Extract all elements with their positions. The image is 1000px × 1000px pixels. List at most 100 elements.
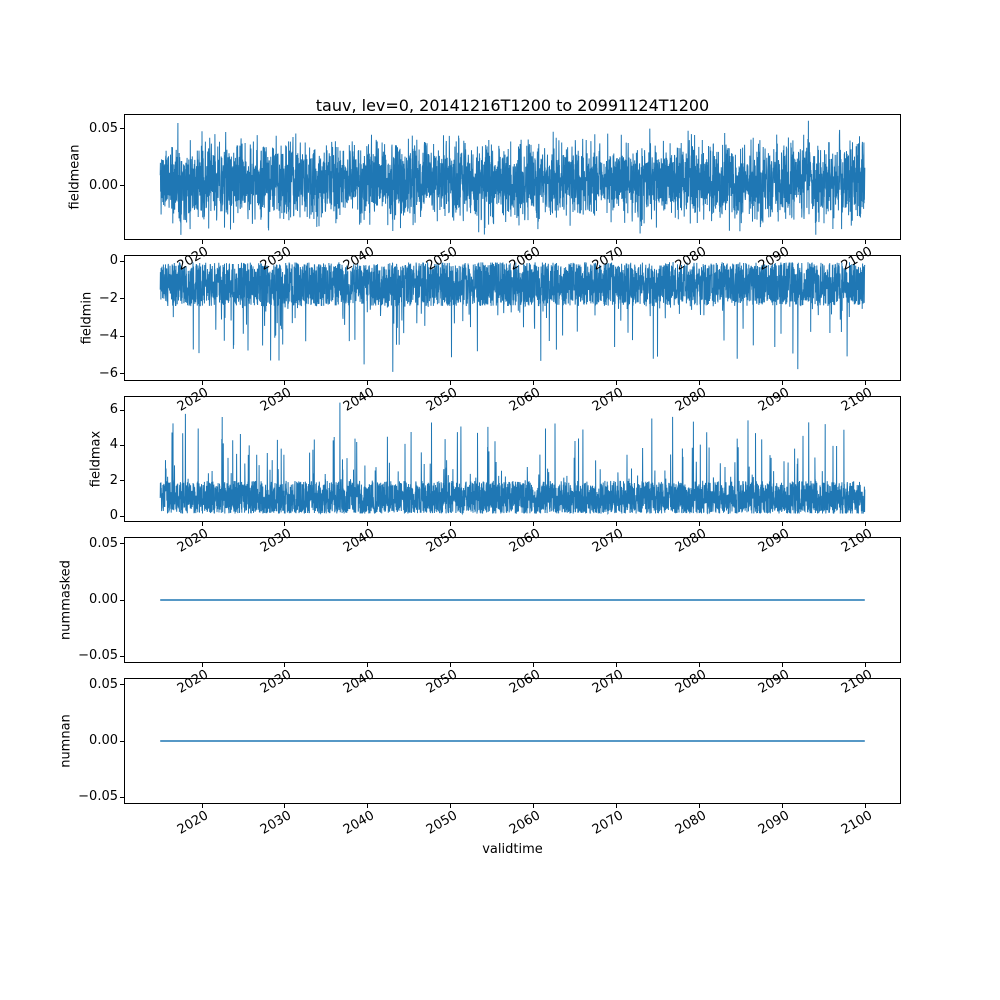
x-tick-mark xyxy=(699,804,701,808)
x-tick-mark xyxy=(865,663,867,667)
x-tick-label: 2060 xyxy=(506,808,543,838)
x-tick-mark xyxy=(284,240,286,244)
y-tick-label: 0.00 xyxy=(89,592,118,607)
x-tick-mark xyxy=(284,804,286,808)
y-axis-label-numnan: numnan xyxy=(58,714,74,768)
subplot-fieldmean xyxy=(124,114,901,240)
y-tick-label: 0.00 xyxy=(89,177,118,193)
x-tick-mark xyxy=(616,522,618,526)
x-tick-mark xyxy=(450,240,452,244)
subplot-fieldmin xyxy=(124,255,901,381)
x-tick-label: 2040 xyxy=(340,808,377,838)
plot-canvas-fieldmax xyxy=(159,402,866,516)
x-tick-mark xyxy=(284,522,286,526)
y-axis-label-fieldmax: fieldmax xyxy=(88,430,104,488)
y-tick-mark xyxy=(120,655,124,657)
y-axis-label-nummasked: nummasked xyxy=(58,560,74,640)
x-tick-mark xyxy=(865,240,867,244)
y-tick-mark xyxy=(120,185,124,187)
data-line xyxy=(159,120,866,235)
plot-canvas-nummasked xyxy=(160,599,865,601)
x-tick-mark xyxy=(865,381,867,385)
x-tick-mark xyxy=(699,240,701,244)
y-tick-label: 0.05 xyxy=(89,676,118,692)
y-tick-label: 6 xyxy=(109,402,118,418)
x-tick-mark xyxy=(782,663,784,667)
y-tick-label: −0.05 xyxy=(78,648,118,664)
y-tick-mark xyxy=(120,128,124,130)
y-tick-mark xyxy=(120,260,124,262)
x-tick-label: 2030 xyxy=(257,808,294,838)
x-tick-mark xyxy=(616,804,618,808)
x-tick-label: 2050 xyxy=(423,808,460,838)
plot-canvas-numnan xyxy=(160,740,865,742)
x-tick-mark xyxy=(616,663,618,667)
x-tick-label: 2070 xyxy=(589,808,626,838)
x-tick-mark xyxy=(284,663,286,667)
x-tick-mark xyxy=(201,381,203,385)
y-tick-mark xyxy=(120,796,124,798)
x-tick-mark xyxy=(533,240,535,244)
x-tick-mark xyxy=(367,663,369,667)
x-tick-mark xyxy=(450,804,452,808)
y-tick-mark xyxy=(120,740,124,742)
x-tick-mark xyxy=(699,522,701,526)
x-tick-mark xyxy=(533,663,535,667)
x-tick-mark xyxy=(782,522,784,526)
y-tick-mark xyxy=(120,480,124,482)
x-tick-mark xyxy=(450,381,452,385)
y-tick-label: 0 xyxy=(109,253,118,269)
data-line xyxy=(159,261,866,372)
y-tick-mark xyxy=(120,599,124,601)
x-tick-mark xyxy=(782,240,784,244)
y-tick-mark xyxy=(120,684,124,686)
x-axis-title: validtime xyxy=(482,842,543,857)
x-tick-mark xyxy=(865,804,867,808)
y-tick-label: −4 xyxy=(98,328,118,344)
x-tick-mark xyxy=(367,804,369,808)
y-tick-label: −6 xyxy=(98,365,118,381)
x-tick-mark xyxy=(533,522,535,526)
plot-canvas-fieldmean xyxy=(159,120,866,235)
y-tick-mark xyxy=(120,373,124,375)
y-tick-label: −2 xyxy=(98,290,118,306)
x-tick-mark xyxy=(616,381,618,385)
x-tick-mark xyxy=(699,381,701,385)
x-tick-mark xyxy=(699,663,701,667)
y-axis-label-fieldmean: fieldmean xyxy=(67,144,83,210)
x-tick-label: 2020 xyxy=(174,808,212,838)
x-tick-mark xyxy=(782,804,784,808)
x-tick-mark xyxy=(533,381,535,385)
y-tick-mark xyxy=(120,444,124,446)
y-tick-mark xyxy=(120,335,124,337)
x-tick-mark xyxy=(201,804,203,808)
x-tick-label: 2100 xyxy=(838,808,875,838)
x-tick-mark xyxy=(367,381,369,385)
x-tick-mark xyxy=(201,240,203,244)
x-tick-label: 2090 xyxy=(755,808,792,838)
x-tick-mark xyxy=(367,240,369,244)
y-tick-label: 2 xyxy=(109,472,118,488)
x-tick-mark xyxy=(450,663,452,667)
x-tick-mark xyxy=(865,522,867,526)
plot-canvas-fieldmin xyxy=(159,261,866,372)
y-tick-mark xyxy=(120,298,124,300)
x-tick-mark xyxy=(201,663,203,667)
y-tick-label: 0.05 xyxy=(89,535,118,551)
x-tick-mark xyxy=(367,522,369,526)
x-tick-mark xyxy=(201,522,203,526)
x-tick-mark xyxy=(284,381,286,385)
y-tick-label: 0.05 xyxy=(89,120,118,136)
y-tick-mark xyxy=(120,409,124,411)
x-tick-mark xyxy=(616,240,618,244)
y-tick-label: 0.00 xyxy=(89,733,118,748)
y-tick-mark xyxy=(120,515,124,517)
x-tick-mark xyxy=(782,381,784,385)
y-tick-label: −0.05 xyxy=(78,789,118,805)
subplot-fieldmax xyxy=(124,396,901,522)
data-line xyxy=(159,402,866,516)
y-axis-label-fieldmin: fieldmin xyxy=(79,291,95,345)
x-tick-mark xyxy=(533,804,535,808)
y-tick-mark xyxy=(120,543,124,545)
